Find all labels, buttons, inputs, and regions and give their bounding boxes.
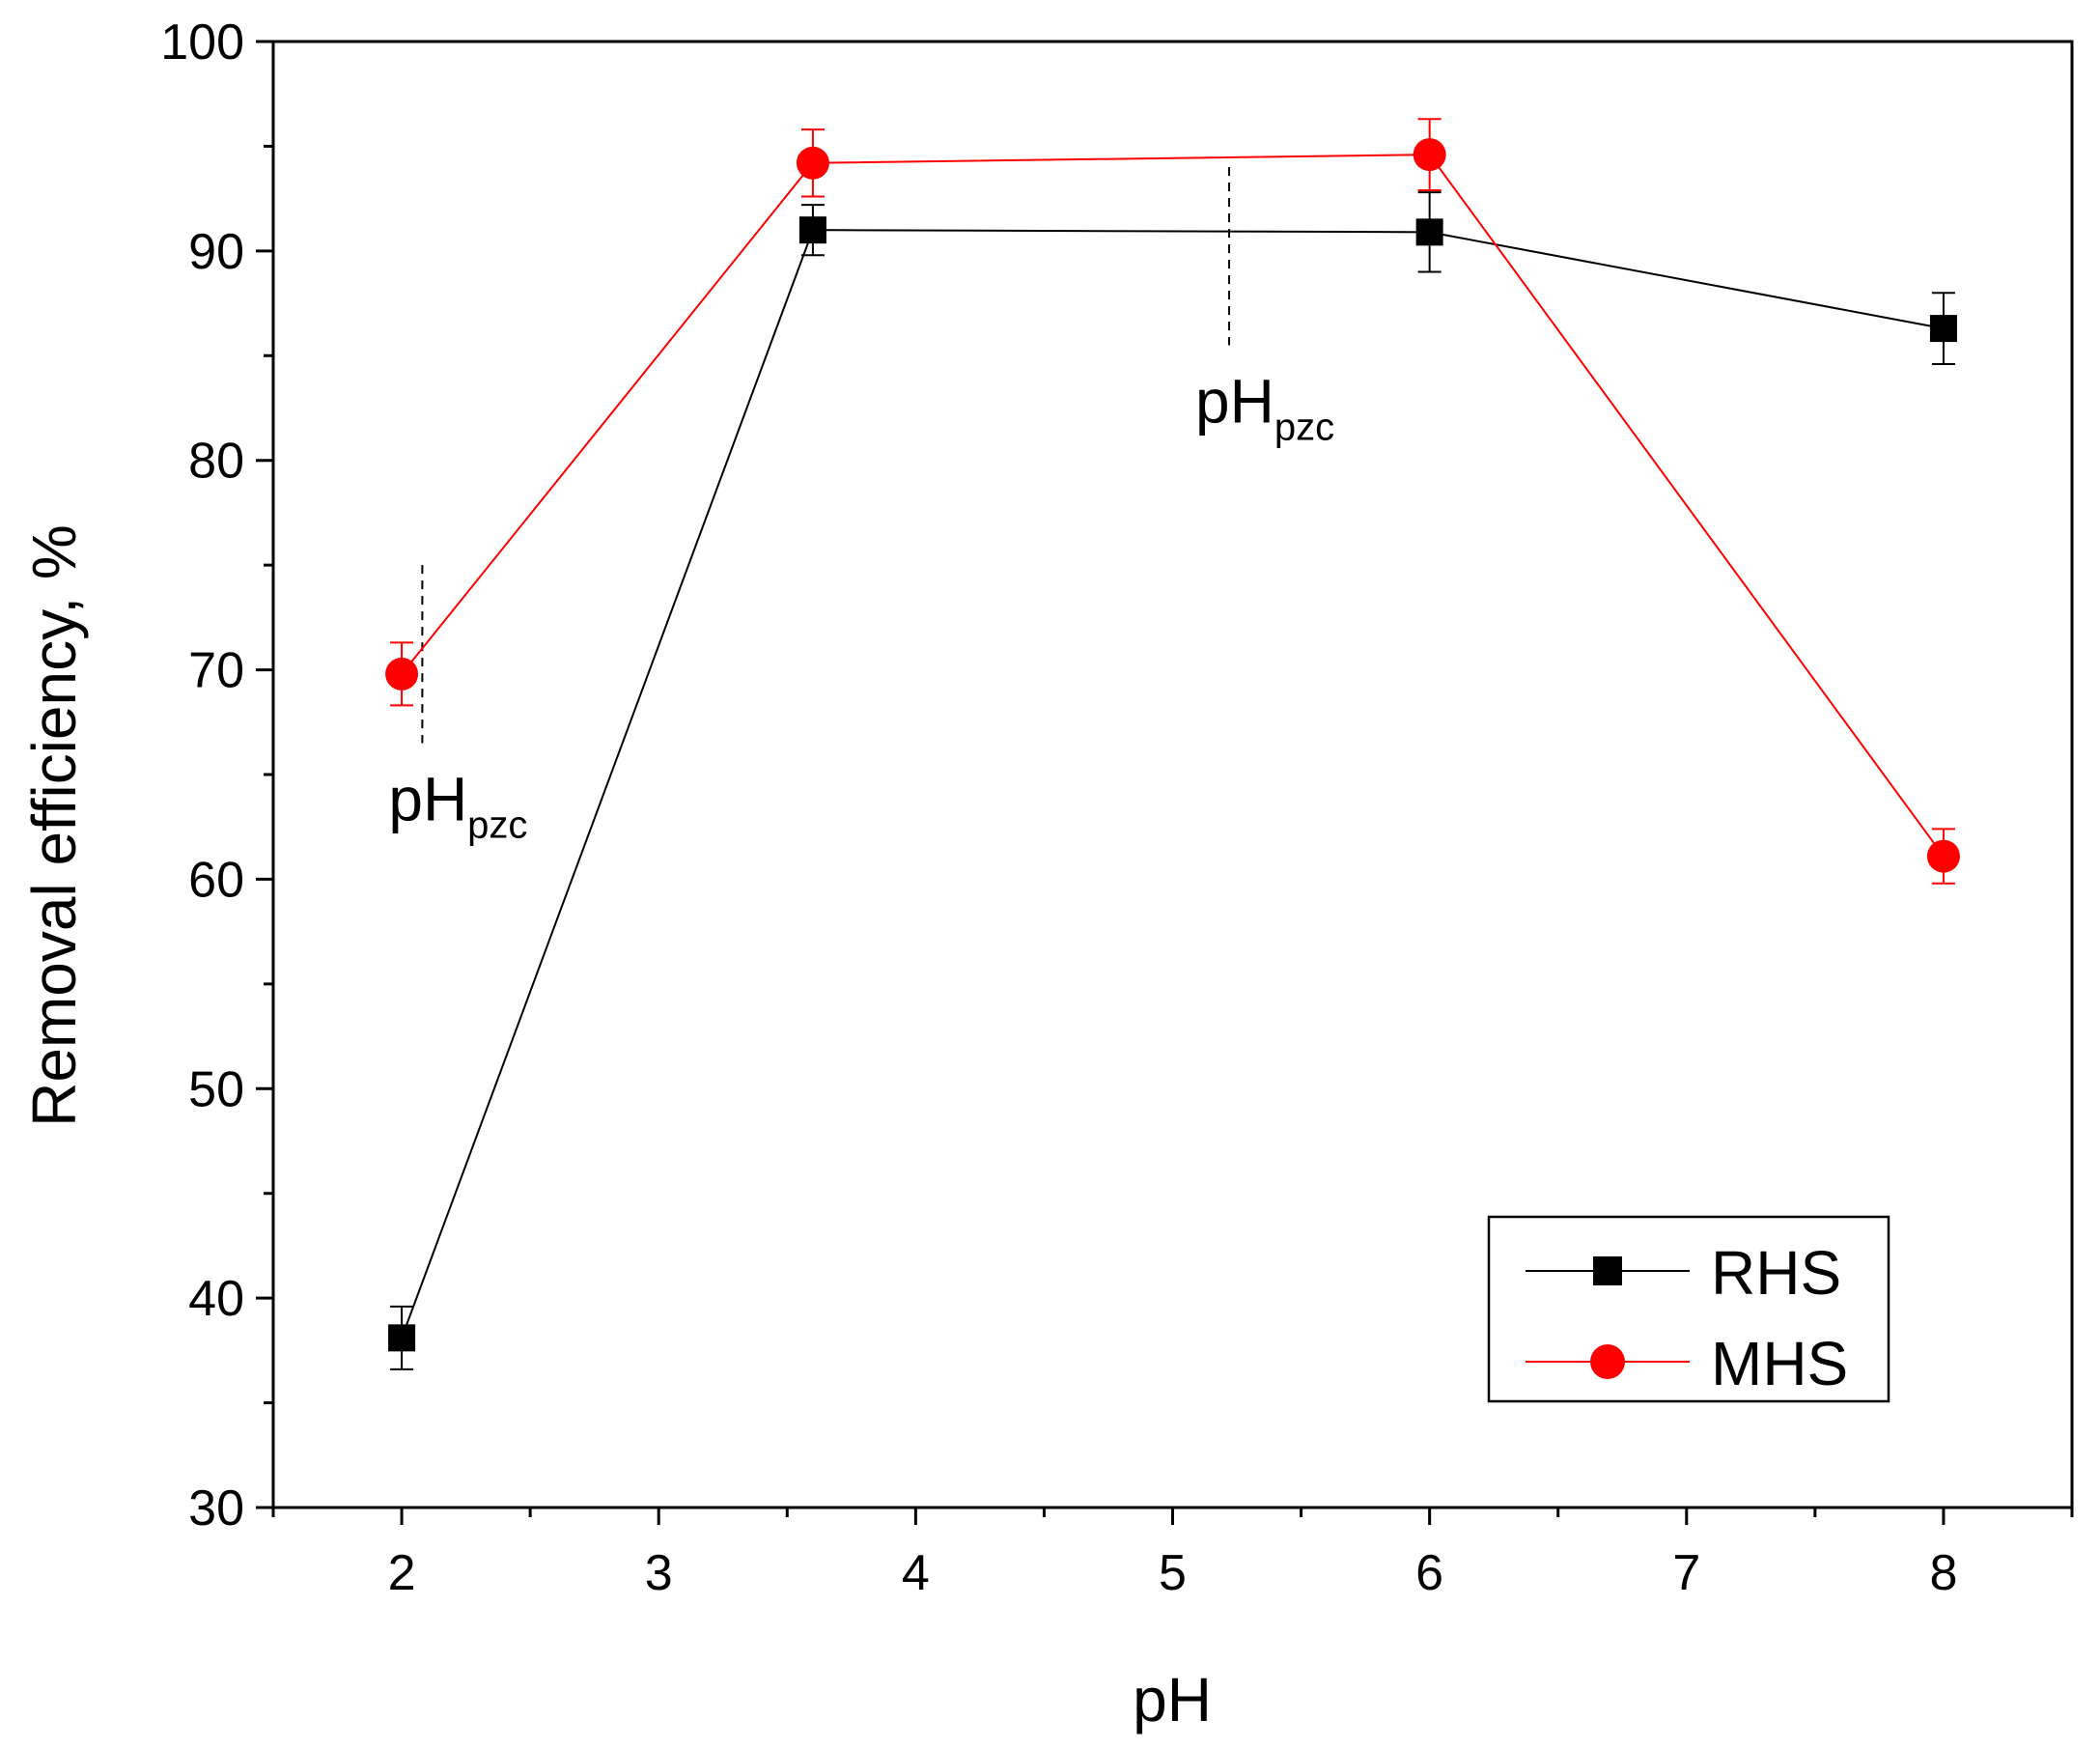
x-axis-title: pH [1133,1665,1212,1734]
x-tick-label-2: 2 [388,1545,416,1601]
x-tick-label-8: 8 [1929,1545,1957,1601]
y-tick-label-40: 40 [188,1271,244,1327]
data-point-MHS [796,146,829,180]
minor-ticks [264,144,2074,1517]
y-tick-label-90: 90 [188,224,244,280]
y-tick-label-80: 80 [188,434,244,490]
x-tick-label-5: 5 [1159,1545,1187,1601]
legend-marker-RHS [1593,1256,1622,1285]
data-point-RHS [1929,315,1957,343]
legend-marker-MHS [1590,1344,1625,1379]
y-tick-label-30: 30 [188,1480,244,1537]
pzc-label-subscript: pzc [467,804,527,846]
series-MHS [385,118,1960,885]
data-point-MHS [1413,138,1446,172]
pzc-label-2: pHpzc [1195,366,1334,448]
pzc-label-main: pH [1195,366,1274,436]
x-tick-label-7: 7 [1672,1545,1700,1601]
series-line-MHS [401,154,1945,858]
data-point-RHS [388,1324,416,1352]
y-tick-label-70: 70 [188,643,244,699]
x-tick-label-6: 6 [1415,1545,1443,1601]
data-point-MHS [385,657,419,691]
y-axis-title: Removal efficiency, % [19,524,89,1127]
legend-label-MHS: MHS [1711,1329,1848,1398]
x-tick-label-4: 4 [902,1545,930,1601]
data-point-MHS [1926,839,1960,873]
y-tick-label-50: 50 [188,1061,244,1117]
pzc-label-main: pH [388,764,467,833]
series-line-RHS [401,229,1945,1339]
y-tick-label-100: 100 [160,14,244,70]
data-point-RHS [1415,218,1443,246]
series [385,118,1960,1370]
pzc-label-subscript: pzc [1274,406,1334,448]
major-ticks: 2 3 4 5 6 7 8 30 40 50 60 70 80 90 100 [160,14,1957,1601]
legend-box [1487,1215,1890,1403]
pzc-label-1: pHpzc [388,764,527,846]
y-tick-label-60: 60 [188,852,244,908]
series-RHS [388,191,1957,1370]
x-tick-label-3: 3 [645,1545,673,1601]
data-point-RHS [798,216,826,244]
legend: RHS MHS [1487,1215,1890,1403]
legend-label-RHS: RHS [1711,1238,1841,1308]
